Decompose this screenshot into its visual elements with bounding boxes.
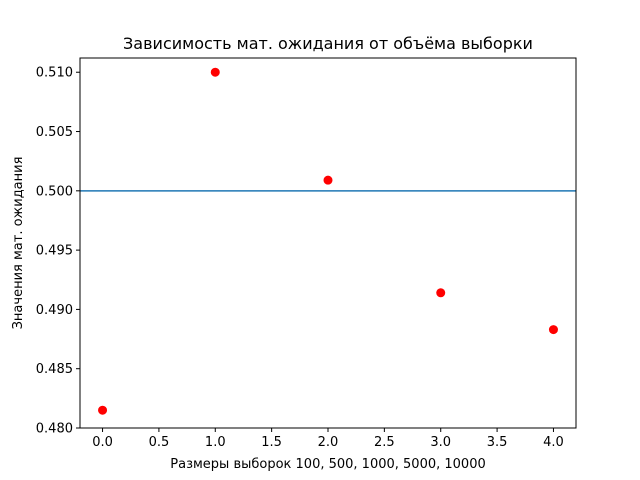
y-tick-label: 0.490 bbox=[36, 303, 73, 318]
data-point bbox=[548, 325, 558, 335]
y-tick-label: 0.480 bbox=[36, 422, 73, 437]
data-point bbox=[98, 405, 108, 415]
chart-title: Зависимость мат. ожидания от объёма выбо… bbox=[123, 34, 533, 53]
y-axis-label: Значения мат. ожидания bbox=[11, 157, 26, 330]
y-tick-label: 0.510 bbox=[36, 66, 73, 81]
x-tick-label: 2.0 bbox=[318, 435, 339, 450]
plot-frame bbox=[79, 57, 577, 429]
y-tick-label: 0.495 bbox=[36, 244, 73, 259]
y-axis-ticks: 0.480 0.485 0.490 0.495 0.500 0.505 0.510 bbox=[36, 66, 80, 437]
x-axis-label: Размеры выборок 100, 500, 1000, 5000, 10… bbox=[170, 457, 485, 472]
data-point bbox=[323, 175, 333, 185]
y-tick-label: 0.485 bbox=[36, 362, 73, 377]
data-points bbox=[98, 67, 558, 415]
y-tick-label: 0.505 bbox=[36, 125, 73, 140]
x-tick-label: 0.5 bbox=[149, 435, 170, 450]
data-point bbox=[210, 67, 220, 77]
x-tick-label: 2.5 bbox=[374, 435, 395, 450]
x-tick-label: 1.5 bbox=[261, 435, 282, 450]
x-tick-label: 0.0 bbox=[92, 435, 113, 450]
x-tick-label: 4.0 bbox=[543, 435, 564, 450]
x-axis-ticks: 0.0 0.5 1.0 1.5 2.0 2.5 3.0 3.5 4.0 bbox=[92, 428, 564, 450]
x-tick-label: 1.0 bbox=[205, 435, 226, 450]
plot-area bbox=[80, 58, 576, 428]
x-tick-label: 3.0 bbox=[430, 435, 451, 450]
y-tick-label: 0.500 bbox=[36, 184, 73, 199]
x-tick-label: 3.5 bbox=[487, 435, 508, 450]
data-point bbox=[436, 288, 446, 298]
